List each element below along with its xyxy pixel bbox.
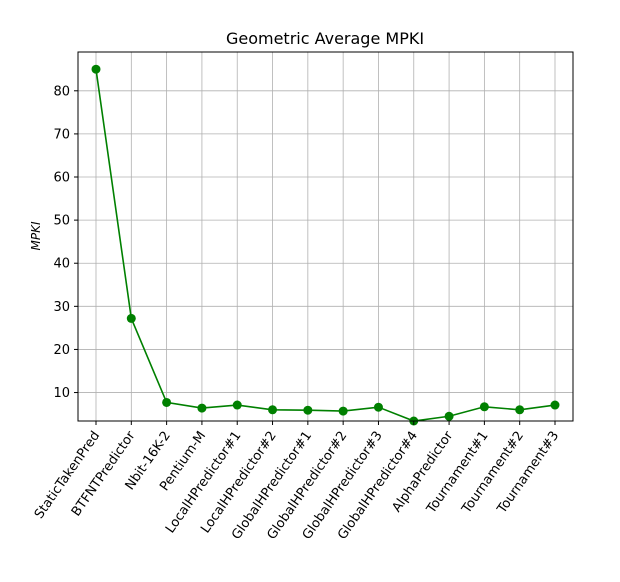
data-point [338, 406, 348, 416]
x-tick-label: BTFNTPredictor [69, 428, 139, 519]
y-tick-label: 70 [53, 127, 70, 142]
data-point [550, 400, 560, 410]
y-tick-label: 40 [53, 257, 70, 272]
y-tick-label: 50 [53, 214, 70, 229]
data-point [515, 405, 525, 415]
y-tick-label: 20 [53, 343, 70, 358]
y-tick-label: 30 [53, 300, 70, 315]
data-point [373, 402, 383, 412]
data-point [197, 403, 207, 413]
data-point [479, 402, 489, 412]
axis-ticks: 1020304050607080StaticTakenPredBTFNTPred… [32, 84, 562, 542]
series-line [95, 69, 556, 422]
y-tick-label: 10 [53, 386, 70, 401]
series-layer [91, 64, 560, 426]
data-point [162, 397, 172, 407]
y-tick-label: 60 [53, 171, 70, 186]
data-point [444, 411, 454, 421]
chart-title: Geometric Average MPKI [226, 29, 424, 48]
data-point [91, 64, 101, 74]
data-point [268, 405, 278, 415]
plot-frame [77, 51, 574, 422]
y-tick-label: 80 [53, 84, 70, 99]
data-point [303, 405, 313, 415]
grid-lines [78, 52, 573, 421]
data-point [126, 313, 136, 323]
y-axis-label: MPKI [29, 221, 43, 250]
data-point [232, 400, 242, 410]
